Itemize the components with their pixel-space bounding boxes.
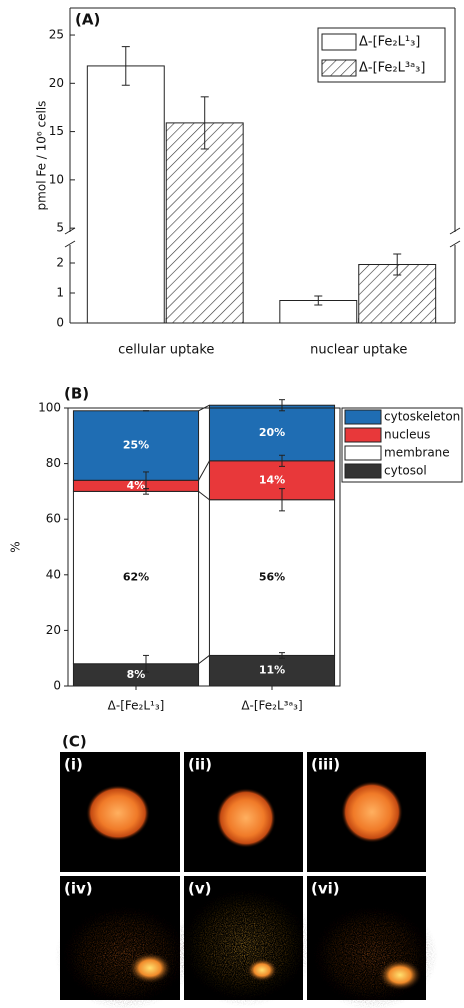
figure: (C) (i) (ii) (iii) (iv) (v) (vi) (A) pmol… (0, 0, 464, 1008)
y-tick-label: 0 (56, 316, 64, 330)
value-label: 62% (123, 571, 149, 584)
legend-swatch (345, 410, 381, 424)
value-label: 11% (259, 664, 285, 677)
x-tick-label: Δ-[Fe₂L³ᵃ₃] (241, 699, 302, 713)
value-label: 4% (127, 479, 146, 492)
y-tick-label: 80 (46, 456, 61, 470)
image-panel (55, 752, 438, 1008)
y-tick-label: 5 (56, 221, 64, 235)
value-label: 25% (123, 439, 149, 452)
legend-swatch (345, 464, 381, 478)
chart-title: (B) (64, 385, 89, 403)
y-tick-label: 2 (56, 256, 64, 270)
legend-label: membrane (384, 446, 450, 460)
image-label: (vi) (311, 880, 340, 898)
x-tick-label: Δ-[Fe₂L¹₃] (108, 699, 165, 713)
y-tick-label: 20 (49, 76, 64, 90)
connector (199, 461, 210, 480)
y-tick-label: 40 (46, 567, 61, 581)
value-label: 20% (259, 426, 285, 439)
y-tick-label: 25 (49, 28, 64, 42)
y-tick-label: 100 (38, 401, 61, 415)
x-tick-label: nuclear uptake (310, 343, 407, 358)
legend-swatch (345, 428, 381, 442)
y-axis-label: % (9, 541, 23, 552)
y-tick-label: 1 (56, 286, 64, 300)
value-label: 56% (259, 571, 285, 584)
legend-label: Δ-[Fe₂L¹₃] (359, 35, 420, 50)
image-label: (ii) (188, 756, 212, 774)
y-axis-label: pmol Fe / 10⁶ cells (35, 101, 49, 211)
image-label: (iii) (311, 756, 340, 774)
image-label: (v) (188, 880, 212, 898)
image-label: (i) (64, 756, 83, 774)
x-tick-label: cellular uptake (118, 343, 214, 358)
legend-label: cytosol (384, 464, 427, 478)
value-label: 8% (127, 668, 146, 681)
legend-swatch (322, 34, 356, 50)
y-tick-label: 60 (46, 512, 61, 526)
bar (87, 66, 164, 323)
bar (166, 123, 243, 323)
y-tick-label: 0 (53, 679, 61, 693)
connector (199, 491, 210, 499)
legend-label: cytoskeleton (384, 410, 460, 424)
chart-title: (A) (75, 11, 100, 29)
panel-title: (C) (62, 733, 87, 751)
legend-label: Δ-[Fe₂L³ᵃ₃] (359, 61, 425, 76)
legend-label: nucleus (384, 428, 430, 442)
image-label: (iv) (64, 880, 93, 898)
legend-swatch (322, 60, 356, 76)
y-tick-label: 20 (46, 623, 61, 637)
connector (199, 655, 210, 663)
legend-swatch (345, 446, 381, 460)
value-label: 14% (259, 473, 285, 486)
y-tick-label: 10 (49, 172, 64, 186)
y-tick-label: 15 (49, 124, 64, 138)
